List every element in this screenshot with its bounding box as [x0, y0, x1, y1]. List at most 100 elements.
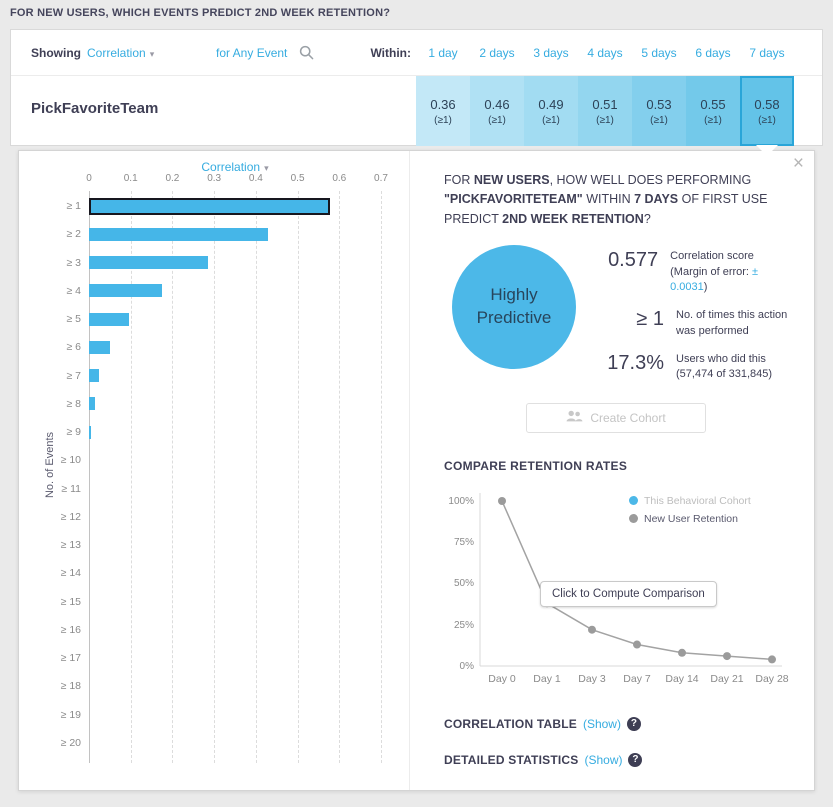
cell-threshold: (≥1): [542, 114, 560, 126]
help-icon[interactable]: ?: [628, 752, 643, 767]
selected-cell-notch: [756, 145, 778, 156]
detailed-statistics-show-link[interactable]: (Show): [584, 752, 623, 767]
data-point[interactable]: [678, 648, 686, 657]
correlation-bar[interactable]: [89, 312, 129, 326]
correlation-bar[interactable]: [89, 397, 95, 411]
data-point[interactable]: [633, 640, 641, 649]
correlation-cell[interactable]: 0.36 (≥1): [416, 76, 470, 146]
stat-desc: Correlation score (Margin of error: ± 0.0…: [670, 249, 788, 295]
x-tick-label: Day 28: [755, 672, 789, 685]
data-point[interactable]: [498, 496, 506, 505]
stat-value: 0.577: [608, 249, 659, 272]
correlation-table-label: CORRELATION TABLE: [444, 716, 577, 731]
gridline: [89, 191, 90, 763]
correlation-cell[interactable]: 0.46 (≥1): [470, 76, 524, 146]
correlation-cell[interactable]: 0.49 (≥1): [524, 76, 578, 146]
retention-cells: 0.36 (≥1) 0.46 (≥1) 0.49 (≥1) 0.51 (≥1) 0.53 (≥1)…: [416, 76, 794, 146]
data-point[interactable]: [588, 625, 596, 634]
y-category-label: ≥ 10: [60, 454, 81, 467]
y-category-label: ≥ 8: [66, 397, 81, 410]
stat-desc: Users who did this (57,474 of 331,845): [676, 352, 772, 383]
day-column[interactable]: 4 days: [587, 46, 623, 60]
day-column[interactable]: 1 day: [428, 46, 458, 60]
cell-value: 0.36: [430, 96, 456, 112]
search-icon[interactable]: [299, 45, 314, 65]
detail-pane: FOR NEW USERS, HOW WELL DOES PERFORMING …: [409, 151, 816, 790]
y-category-label: ≥ 14: [60, 567, 81, 580]
detailed-statistics-label: DETAILED STATISTICS: [444, 752, 579, 767]
create-cohort-label: Create Cohort: [590, 410, 666, 425]
day-column[interactable]: 6 days: [695, 46, 731, 60]
x-tick-label: 0.5: [290, 173, 305, 184]
correlation-table-row: CORRELATION TABLE (Show) ?: [444, 716, 788, 731]
y-category-label: ≥ 11: [61, 482, 81, 495]
correlation-bar[interactable]: [89, 340, 110, 354]
x-tick-label: 0.4: [248, 173, 263, 184]
close-icon[interactable]: ×: [792, 153, 804, 174]
correlation-cell[interactable]: 0.51 (≥1): [578, 76, 632, 146]
cell-value: 0.46: [484, 96, 510, 112]
compare-retention-heading: COMPARE RETENTION RATES: [444, 458, 628, 473]
stat-row: 17.3% Users who did this (57,474 of 331,84…: [592, 352, 788, 383]
page-title: FOR NEW USERS, WHICH EVENTS PREDICT 2ND …: [10, 7, 391, 19]
y-category-label: ≥ 16: [60, 623, 81, 636]
correlation-bar[interactable]: [89, 197, 330, 215]
correlation-table-show-link[interactable]: (Show): [582, 716, 621, 731]
correlation-bar[interactable]: [89, 425, 92, 439]
correlation-cell[interactable]: 0.53 (≥1): [632, 76, 686, 146]
y-category-label: ≥ 1: [66, 200, 81, 212]
stat-desc-line: was performed: [676, 324, 749, 337]
help-icon[interactable]: ?: [626, 716, 641, 731]
cell-threshold: (≥1): [650, 114, 668, 126]
gridline: [381, 191, 382, 763]
metric-dropdown[interactable]: Correlation ▾: [87, 46, 154, 60]
data-point[interactable]: [723, 651, 731, 660]
day-column[interactable]: 3 days: [533, 46, 569, 60]
day-columns: 1 day 2 days 3 days 4 days 5 days 6 days 7 day…: [416, 30, 794, 76]
badge-line: Predictive: [476, 308, 552, 328]
prediction-summary: Highly Predictive 0.577 Correlation score…: [444, 245, 788, 383]
legend-item: New User Retention: [629, 513, 751, 525]
y-category-label: ≥ 5: [66, 313, 81, 326]
y-tick-label: 75%: [453, 537, 474, 549]
gridline: [297, 191, 299, 763]
correlation-bar[interactable]: [89, 256, 208, 270]
correlation-cell[interactable]: 0.55 (≥1): [686, 76, 740, 146]
bar-plot: 0 0.1 0.2 0.3 0.4 0.5 0.6 0.7 ≥ 1 ≥ 2 ≥ 3 ≥ 4 ≥ 5 ≥ 6…: [19, 151, 409, 790]
x-tick-label: 0.3: [207, 173, 222, 184]
correlation-bar[interactable]: [89, 284, 162, 298]
x-tick-label: Day 0: [488, 672, 516, 685]
day-column[interactable]: 7 days: [749, 46, 785, 60]
cell-value: 0.58: [754, 96, 780, 112]
x-tick-label: Day 14: [665, 672, 699, 685]
event-filter-link[interactable]: for Any Event: [216, 46, 288, 60]
cell-value: 0.55: [700, 96, 726, 112]
gridline: [130, 191, 132, 763]
users-icon: [566, 410, 583, 425]
correlation-cell[interactable]: 0.58 (≥1): [740, 76, 794, 146]
correlation-bar[interactable]: [89, 369, 100, 383]
correlation-bar[interactable]: [89, 227, 269, 241]
event-name[interactable]: PickFavoriteTeam: [31, 100, 159, 117]
chart-metric-dropdown[interactable]: Correlation ▾: [89, 160, 381, 174]
x-tick-label: 0.7: [374, 173, 388, 184]
x-tick-label: 0.2: [165, 173, 180, 184]
compute-comparison-button[interactable]: Click to Compute Comparison: [540, 580, 717, 607]
day-column[interactable]: 5 days: [641, 46, 677, 60]
y-category-label: ≥ 4: [66, 284, 81, 297]
legend-item: This Behavioral Cohort: [629, 495, 751, 507]
cell-threshold: (≥1): [704, 114, 722, 126]
gridline: [255, 191, 257, 763]
day-column[interactable]: 2 days: [479, 46, 515, 60]
y-category-label: ≥ 17: [60, 652, 81, 665]
events-panel: Showing Correlation ▾ for Any Event Withi…: [10, 29, 823, 146]
stat-desc-line: No. of times this action: [676, 309, 788, 322]
cell-threshold: (≥1): [596, 114, 614, 126]
create-cohort-button[interactable]: Create Cohort: [526, 402, 706, 433]
data-point[interactable]: [768, 655, 776, 664]
cell-value: 0.53: [646, 96, 672, 112]
legend-label: New User Retention: [644, 512, 738, 525]
stat-row: 0.577 Correlation score (Margin of error: …: [592, 249, 788, 295]
correlation-bar-chart: Correlation ▾ No. of Events 0 0.1 0.2 0.3 0.4…: [19, 151, 409, 790]
